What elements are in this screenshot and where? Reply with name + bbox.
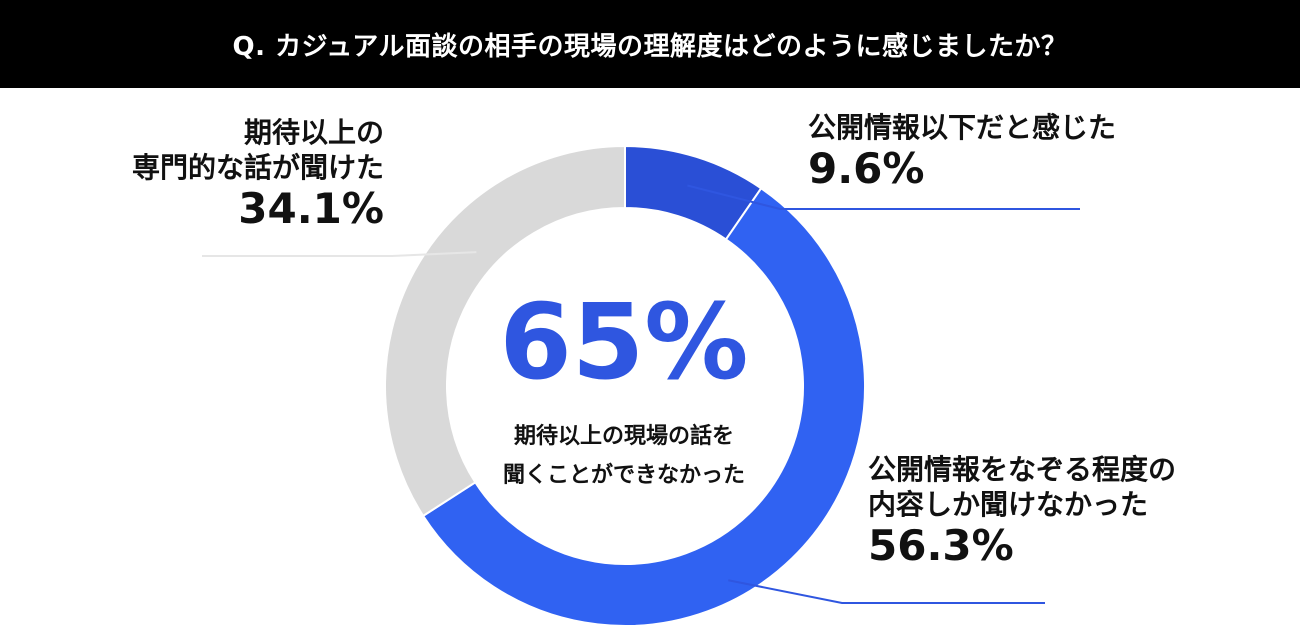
leader-line-exceeded-expectations xyxy=(202,251,477,257)
label-trace-pct: 56.3% xyxy=(868,521,1014,570)
label-trace-public-info: 公開情報をなぞる程度の 内容しか聞けなかった 56.3% xyxy=(868,452,1288,570)
center-percentage: 65% xyxy=(499,281,749,403)
center-description-line1: 期待以上の現場の話を xyxy=(513,424,734,449)
center-description-line2: 聞くことができなかった xyxy=(502,462,745,488)
label-exceeded-expectations: 期待以上の 専門的な話が聞けた 34.1% xyxy=(24,115,384,233)
question-title: Q. カジュアル面談の相手の現場の理解度はどのように感じましたか？ xyxy=(232,31,1068,62)
slice-trace-public-info xyxy=(421,186,866,627)
label-below-text: 公開情報以下だと感じた xyxy=(808,111,1117,144)
slice-exceeded-expectations xyxy=(384,144,626,518)
question-header: Q. カジュアル面談の相手の現場の理解度はどのように感じましたか？ xyxy=(0,0,1300,88)
label-trace-line2: 内容しか聞けなかった xyxy=(868,488,1149,521)
label-below-pct: 9.6% xyxy=(808,144,925,193)
label-trace-line1: 公開情報をなぞる程度の xyxy=(868,453,1177,486)
center-description: 期待以上の現場の話を 聞くことができなかった xyxy=(424,418,824,495)
label-exceeded-line1: 期待以上の xyxy=(243,116,384,149)
leader-line-trace-public-info xyxy=(728,579,1045,604)
center-summary: 65% 期待以上の現場の話を 聞くことができなかった xyxy=(424,290,824,495)
label-exceeded-pct: 34.1% xyxy=(238,184,384,233)
leader-line-below-public-info xyxy=(687,184,1080,210)
label-below-public-info: 公開情報以下だと感じた 9.6% xyxy=(808,110,1268,193)
label-exceeded-line2: 専門的な話が聞けた xyxy=(131,151,384,184)
